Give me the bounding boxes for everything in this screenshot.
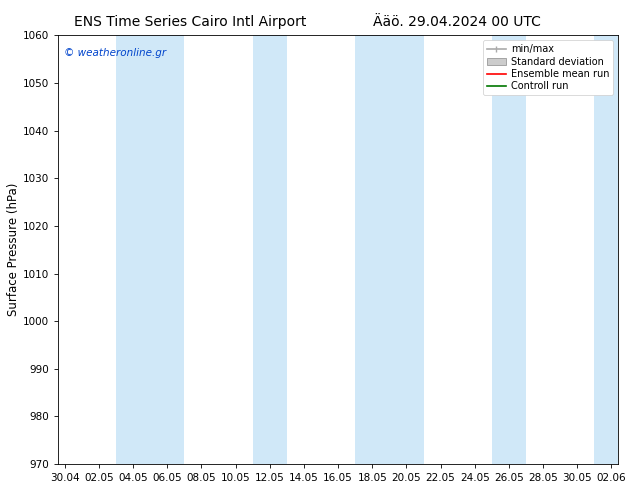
Bar — [492, 35, 526, 464]
Bar — [594, 35, 634, 464]
Bar — [355, 35, 424, 464]
Bar — [116, 35, 184, 464]
Y-axis label: Surface Pressure (hPa): Surface Pressure (hPa) — [7, 183, 20, 317]
Bar — [253, 35, 287, 464]
Text: Ääö. 29.04.2024 00 UTC: Ääö. 29.04.2024 00 UTC — [373, 15, 540, 29]
Text: © weatheronline.gr: © weatheronline.gr — [63, 49, 165, 58]
Legend: min/max, Standard deviation, Ensemble mean run, Controll run: min/max, Standard deviation, Ensemble me… — [482, 40, 613, 96]
Text: ENS Time Series Cairo Intl Airport: ENS Time Series Cairo Intl Airport — [74, 15, 306, 29]
